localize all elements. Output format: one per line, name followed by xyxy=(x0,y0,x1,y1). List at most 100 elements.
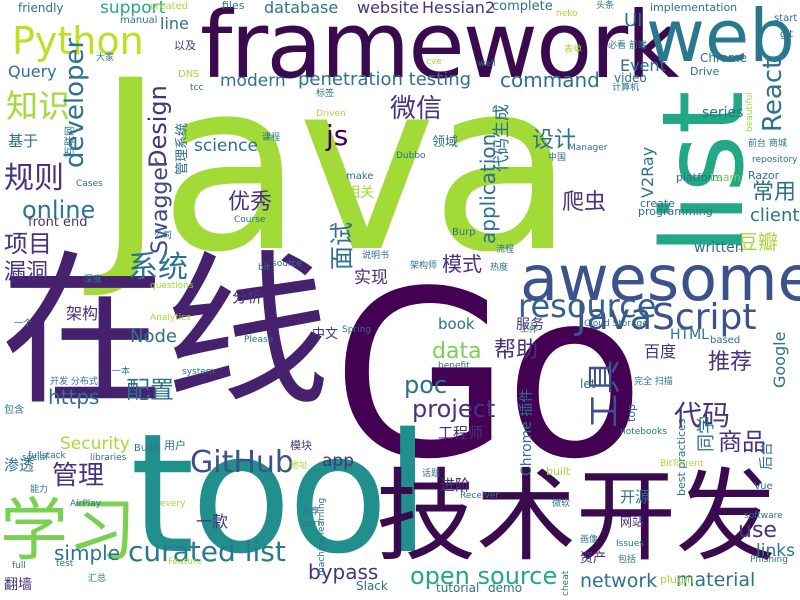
word-google: Google xyxy=(770,331,789,388)
word-bangzhu: 帮助 xyxy=(494,338,539,363)
word-hessian2: Hessian2 xyxy=(422,0,496,17)
word-moshi: 模式 xyxy=(442,252,482,276)
word-database: database xyxy=(264,0,339,17)
word-git: git xyxy=(780,29,794,40)
word-libraries: libraries xyxy=(90,453,127,463)
word-fanqiang: 翻墙 xyxy=(4,577,32,593)
word-cloud-storage: Cloud Storage xyxy=(584,319,648,329)
word-material: material xyxy=(676,569,756,591)
word-chrome-plugin: Chrome 插件 xyxy=(519,388,535,476)
word-create: create xyxy=(640,197,675,210)
word-guanli: 管理 xyxy=(52,461,105,491)
word-best-practices: best practices xyxy=(675,418,688,497)
word-jiyu: 基于 xyxy=(8,132,39,150)
word-manager: Manager xyxy=(568,143,608,153)
word-guize: 规则 xyxy=(4,161,64,196)
word-lingyu: 领域 xyxy=(432,135,459,150)
word-bikan-qianduan: 必看 前端 xyxy=(608,41,647,51)
word-xitong: 系统 xyxy=(128,250,188,285)
word-burp: Burp xyxy=(452,227,476,238)
word-daimashengcheng: 代码生成 xyxy=(492,104,512,172)
word-xiangmu: 项目 xyxy=(4,230,52,258)
word-node: Node xyxy=(130,326,177,347)
word-shangpin: 商品 xyxy=(718,428,766,456)
word-driven: Driven xyxy=(316,109,346,119)
word-design: Design xyxy=(144,85,172,168)
word-react: React xyxy=(758,58,788,132)
word-query: Query xyxy=(8,62,57,81)
word-dizhi: 地址 xyxy=(290,461,309,471)
word-guanlixitong: 管理系统 xyxy=(175,122,190,175)
word-demo: demo xyxy=(488,581,523,595)
word-bittorrent: BitTorrent xyxy=(660,459,704,469)
word-daima: 代码 xyxy=(674,399,731,432)
word-zhongguo: 中国 xyxy=(548,153,567,163)
word-online: online xyxy=(22,196,96,224)
word-build: Build xyxy=(134,443,160,454)
word-please: Please xyxy=(244,335,274,345)
word-slack: Slack xyxy=(356,579,388,593)
word-event: Event xyxy=(620,56,666,75)
word-wanquan-saomiao: 完全 扫描 xyxy=(634,377,673,387)
word-video: video xyxy=(614,71,647,85)
word-nengli: 能力 xyxy=(30,485,49,495)
word-go: Go xyxy=(332,243,645,510)
word-jiagou: 架构 xyxy=(66,304,99,323)
word-huati: 话题 xyxy=(422,469,441,479)
word-yiben: 一本 xyxy=(112,367,131,377)
word-peizhi: 配置 xyxy=(126,376,174,404)
word-drive: Drive xyxy=(690,65,720,78)
word-jisuanji: 计算机 xyxy=(612,83,640,93)
word-source: source xyxy=(272,259,302,269)
word-website: website xyxy=(357,0,419,17)
word-app: app xyxy=(322,451,354,471)
word-vue: Vue xyxy=(754,481,773,492)
word-tutorial: tutorial xyxy=(436,581,480,595)
word-dajia: 大家 xyxy=(96,53,115,63)
word-files: files xyxy=(222,0,245,12)
word-dns: DNS xyxy=(178,69,200,80)
word-awesome: awesome xyxy=(520,242,800,315)
word-written: written xyxy=(694,240,744,256)
word-js: js xyxy=(326,119,349,152)
word-plugin: plugin xyxy=(660,573,695,586)
word-weiruan: 微软 xyxy=(552,499,571,509)
word-fenxiang: 分享 xyxy=(302,507,321,517)
word-book: book xyxy=(438,315,475,333)
word-use: use xyxy=(738,518,777,543)
word-redu: 热度 xyxy=(490,263,509,273)
word-implementation: implementation xyxy=(650,1,738,14)
word-gongchengshi: 工程师 xyxy=(438,424,484,442)
word-created: created xyxy=(150,1,189,12)
word-chrome: Chrome xyxy=(700,51,748,65)
word-baidu: 百度 xyxy=(644,342,677,361)
word-html: HTML xyxy=(670,327,709,343)
word-zhishi: 知识 xyxy=(6,87,71,125)
word-douban: 豆瓣 xyxy=(738,230,778,254)
word-yige: 一个 xyxy=(14,319,33,329)
word-project: project xyxy=(412,395,496,423)
word-github: GitHub xyxy=(190,445,294,480)
word-bit: bit xyxy=(258,263,270,273)
word-baohan: 包含 xyxy=(4,405,24,416)
word-yikuan: 一款 xyxy=(196,512,229,531)
word-python: Python xyxy=(12,19,144,63)
word-youxiu: 优秀 xyxy=(228,190,273,215)
word-platform: platform xyxy=(676,171,723,184)
word-line: line xyxy=(160,14,189,33)
word-pachong: 爬虫 xyxy=(562,190,607,215)
word-biaoqian: 标签 xyxy=(316,89,335,99)
word-kaifa-fenbushi: 开发 分布式 xyxy=(50,377,98,387)
word-jishukaifa: 技术开发 xyxy=(376,458,776,575)
word-software: software xyxy=(744,511,783,521)
word-make: make xyxy=(346,171,374,182)
word-kaiyuan: 开源 xyxy=(620,488,651,506)
word-support: support xyxy=(100,0,166,18)
word-sheji: 设计 xyxy=(532,128,577,153)
word-penetration-testing: penetration testing xyxy=(298,69,472,90)
word-razor: Razor xyxy=(748,169,780,182)
word-feature: Feature xyxy=(168,557,203,567)
word-system: system xyxy=(182,367,215,377)
word-manual: manual xyxy=(120,15,158,26)
